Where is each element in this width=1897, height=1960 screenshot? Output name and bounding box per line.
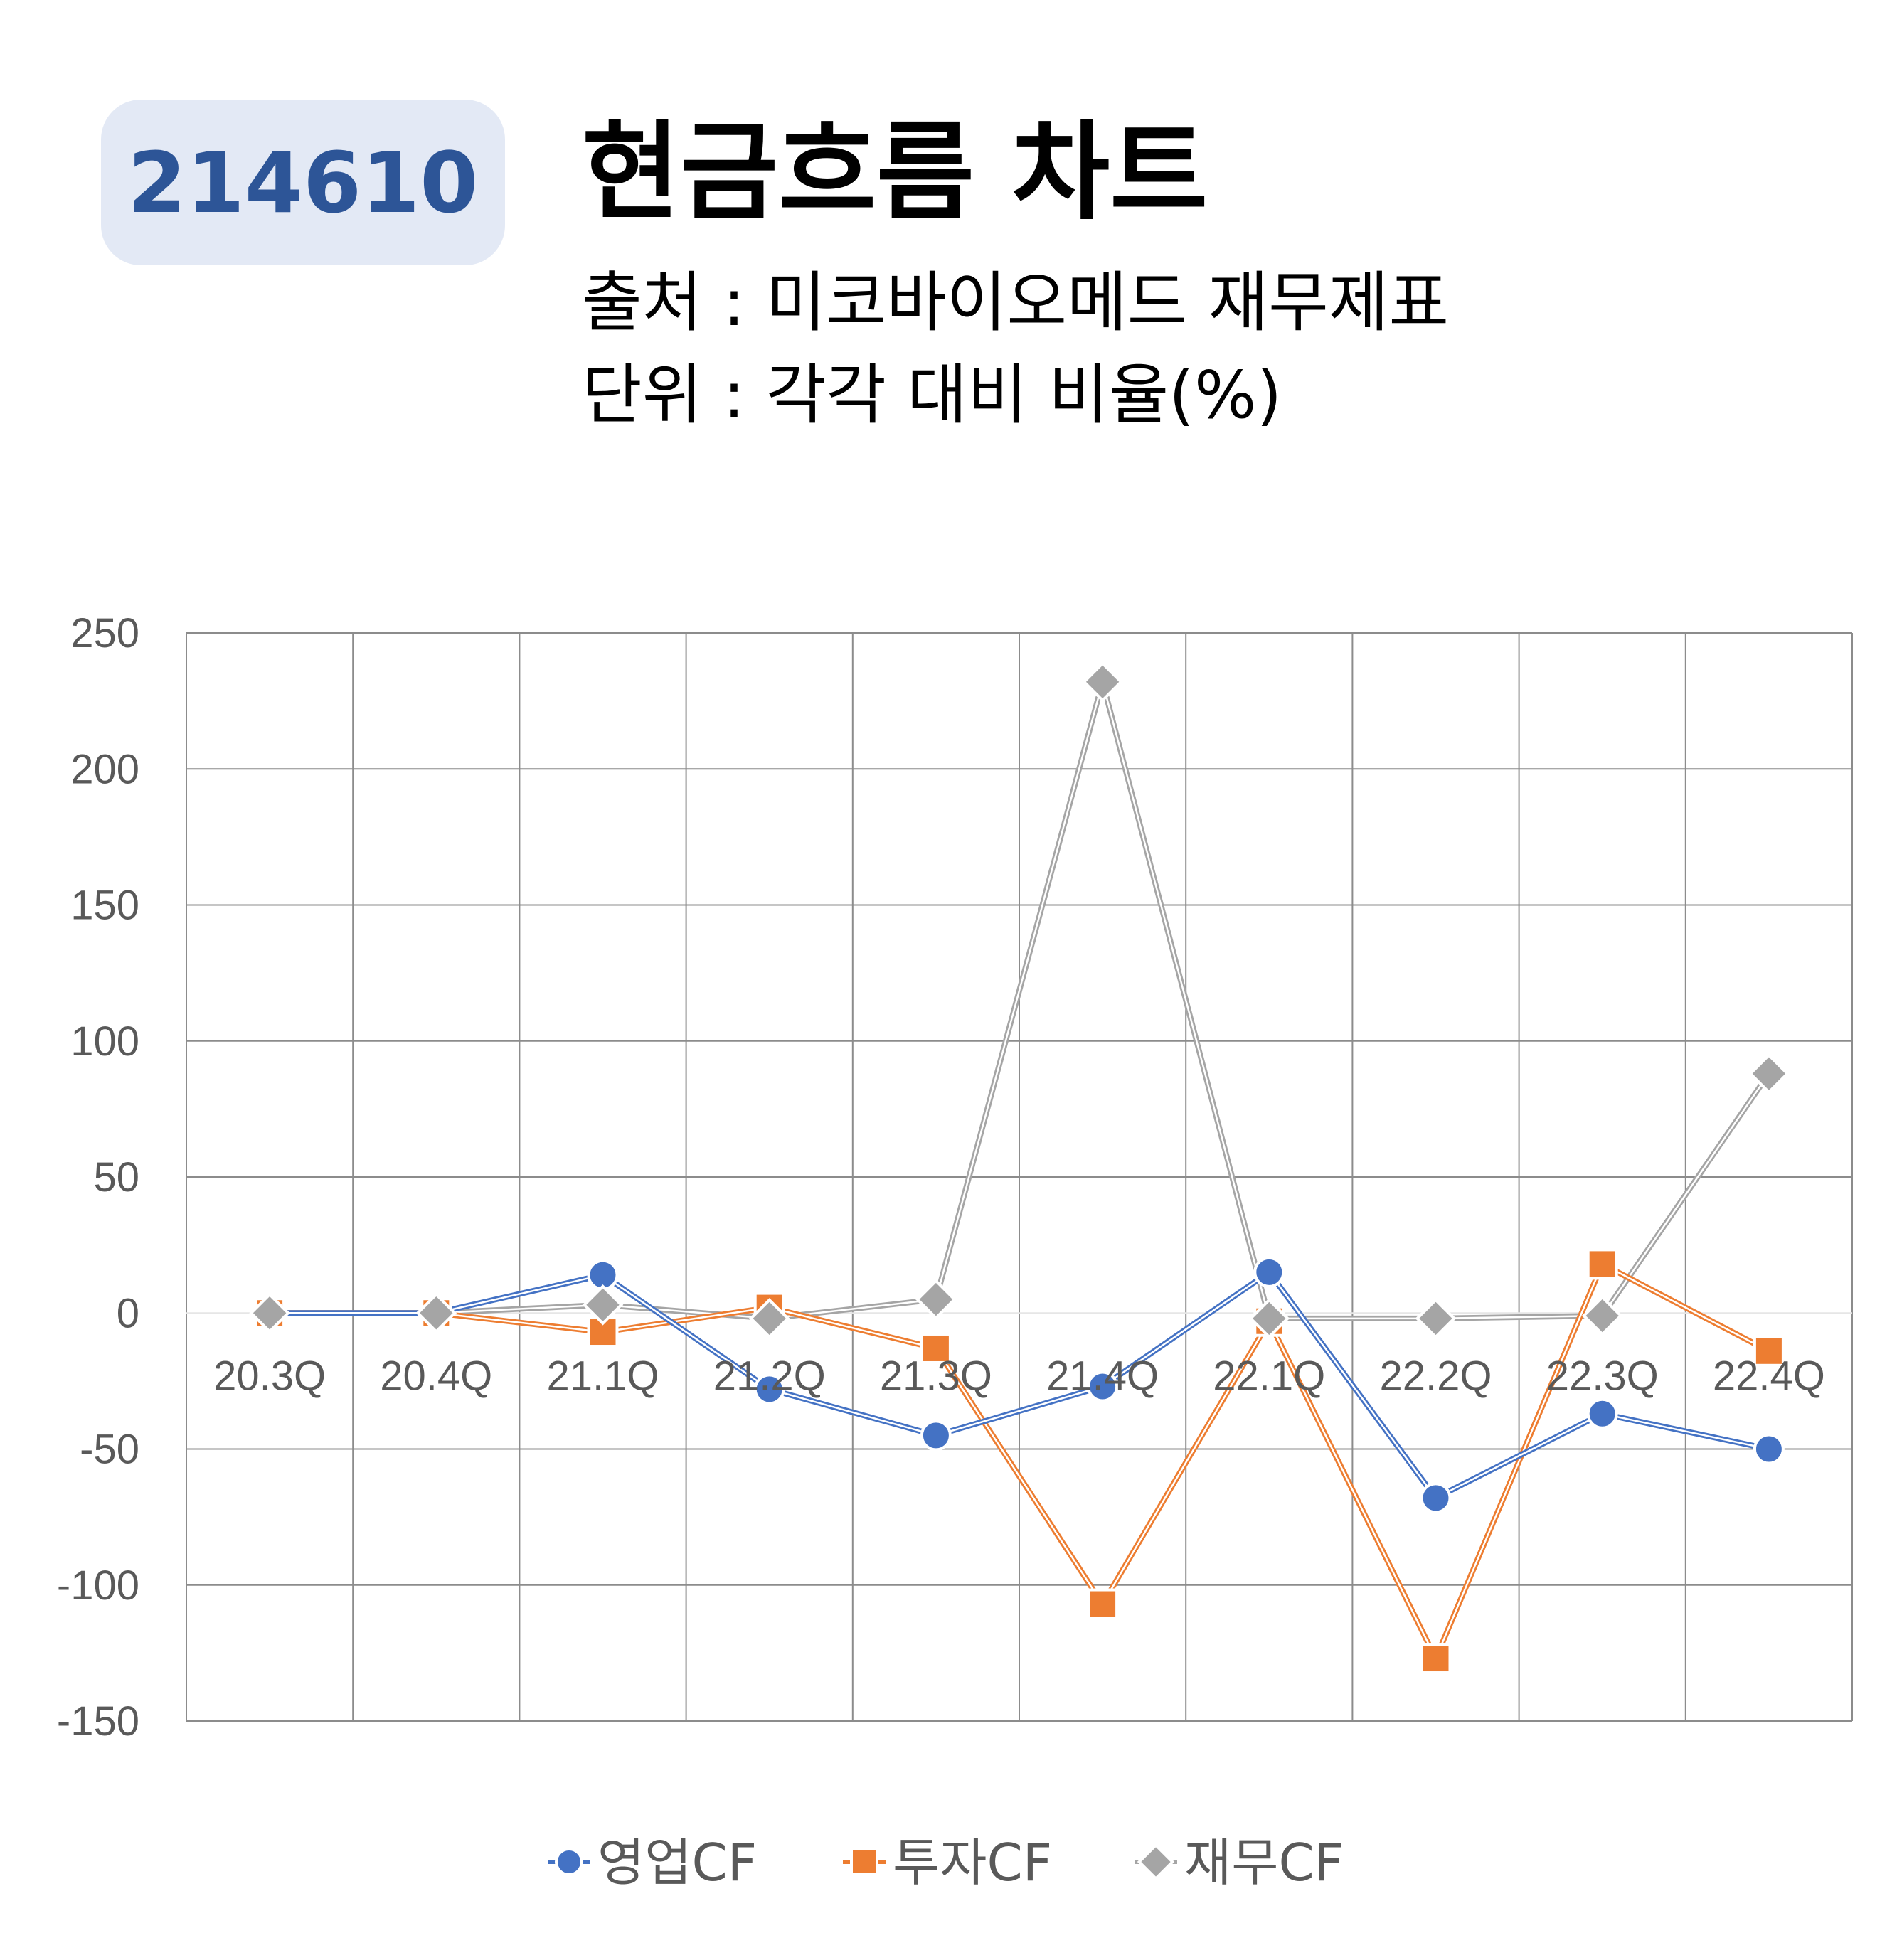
x-tick-label: 21.3Q [880,1353,992,1399]
y-tick-label: 50 [93,1154,139,1200]
legend-marker [555,1848,583,1876]
data-point [1753,1335,1785,1367]
data-point [1420,1643,1452,1675]
y-tick-label: -150 [57,1698,139,1745]
data-point [1420,1482,1452,1514]
x-tick-label: 21.2Q [713,1353,826,1399]
data-point [415,1292,457,1334]
x-tick-label: 21.1Q [547,1353,659,1399]
data-point [1753,1433,1785,1465]
x-tick-label: 20.3Q [213,1353,326,1399]
stock-code-badge: 214610 [101,100,505,265]
y-tick-label: 250 [70,610,139,656]
y-tick-label: 150 [70,883,139,929]
legend-marker [1137,1843,1175,1881]
unit-line: 단위 : 각각 대비 비율(%) [582,357,1282,433]
data-point [1586,1397,1618,1429]
data-point [1087,1588,1119,1620]
data-point [1581,1295,1623,1336]
x-tick-label: 20.4Q [380,1353,492,1399]
legend-label: 투자CF [893,1833,1052,1892]
data-point [1748,1053,1790,1094]
data-point [1248,1298,1290,1339]
data-point [1586,1248,1618,1280]
x-tick-label: 22.3Q [1546,1353,1659,1399]
legend-label: 영업CF [597,1833,757,1892]
y-tick-label: 200 [70,746,139,792]
chart-title: 현금흐름 차트 [582,111,1208,235]
y-tick-label: -50 [80,1427,139,1473]
data-point [1415,1298,1457,1339]
x-tick-label: 21.4Q [1046,1353,1159,1399]
data-point [1087,1370,1119,1402]
data-point [915,1279,957,1320]
x-tick-label: 22.2Q [1380,1353,1492,1399]
series-line-highlight [270,1271,1770,1499]
data-point [748,1298,790,1339]
x-tick-label: 22.1Q [1213,1353,1325,1399]
data-point [1253,1256,1285,1288]
series-line-highlight [270,681,1770,1320]
data-point [1082,661,1123,703]
y-tick-label: -100 [57,1562,139,1609]
y-tick-label: 100 [70,1018,139,1065]
data-point [249,1292,290,1334]
data-point [753,1373,785,1405]
legend-marker [850,1848,878,1876]
series-line-highlight [270,1263,1770,1660]
legend-label: 재무CF [1184,1833,1344,1892]
y-tick-label: 0 [117,1290,139,1336]
source-line: 출처 : 미코바이오메드 재무제표 [582,265,1450,341]
stock-code: 214610 [127,133,479,232]
data-point [920,1420,952,1452]
data-point [920,1332,952,1364]
x-tick-label: 22.4Q [1713,1353,1825,1399]
data-point [582,1284,624,1326]
